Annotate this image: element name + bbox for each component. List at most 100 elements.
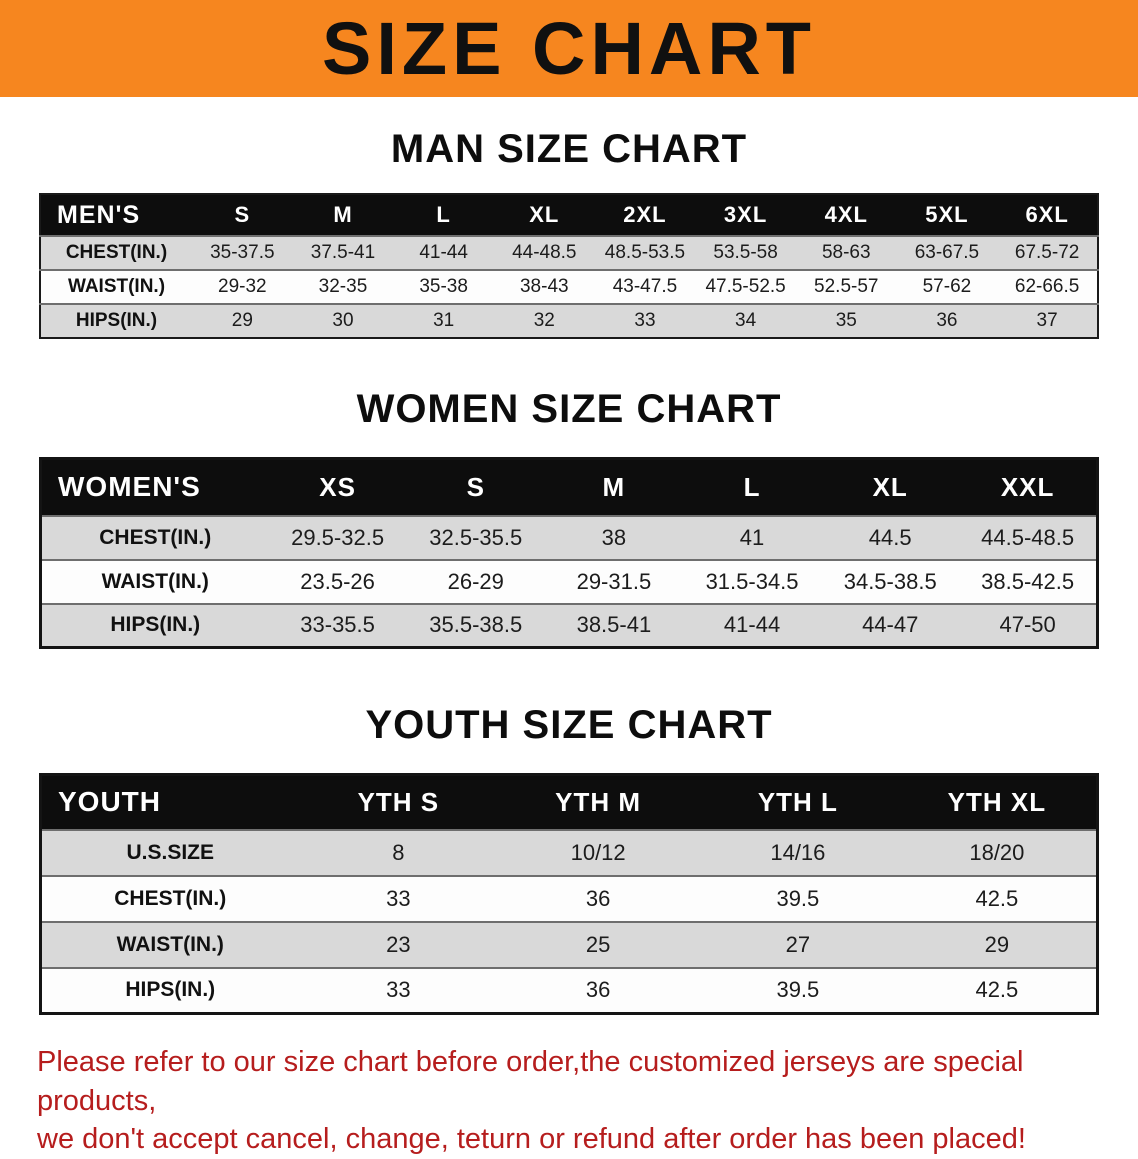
table-title-cell: YOUTH <box>40 774 299 830</box>
size-column-header: S <box>406 458 545 516</box>
value-cell: 44-48.5 <box>512 242 577 263</box>
measurement-row: U.S.SIZE 8 10/12 14/16 18/20 <box>40 829 1098 876</box>
value-cell: 14/16 <box>770 839 826 865</box>
size-column-header: 5XL <box>896 194 998 236</box>
value-cell: 57-62 <box>922 276 972 297</box>
measurement-row: CHEST(IN.) 35-37.5 37.5-41 41-44 44-48.5 48.5… <box>40 236 1098 270</box>
youth-section-heading: YOUTH SIZE CHART <box>365 703 773 747</box>
row-label-cell: WAIST(IN.) <box>67 276 166 297</box>
row-label-cell: WAIST(IN.) <box>101 569 209 593</box>
size-column-header: YTH S <box>298 774 499 830</box>
value-cell: 63-67.5 <box>914 242 980 263</box>
value-cell: 31 <box>433 310 455 331</box>
value-cell: 38.5-42.5 <box>981 568 1075 594</box>
size-chart-banner: SIZE CHART <box>0 0 1138 97</box>
value-cell: 31.5-34.5 <box>705 568 799 594</box>
value-cell: 43-47.5 <box>612 276 678 297</box>
size-table: MEN'S S M L XL 2XL 3XL 4XL 5XL 6XL CHEST(IN.) 35-37… <box>39 193 1099 339</box>
size-table: WOMEN'S XS S M L XL XXL CHEST(IN.) 29.5-32.5 32.5… <box>39 457 1099 649</box>
men-size-table-container: MEN'S S M L XL 2XL 3XL 4XL 5XL 6XL CHEST(IN.) 35-37… <box>39 193 1099 339</box>
value-cell: 37 <box>1036 310 1058 331</box>
value-cell: 47.5-52.5 <box>705 276 786 297</box>
value-cell: 58-63 <box>821 242 871 263</box>
row-label-cell: WAIST(IN.) <box>116 932 224 956</box>
value-cell: 35 <box>835 310 857 331</box>
value-cell: 33 <box>386 885 411 911</box>
value-cell: 36 <box>585 977 611 1003</box>
value-cell: 39.5 <box>776 977 820 1003</box>
value-cell: 44.5-48.5 <box>981 524 1075 550</box>
value-cell: 35.5-38.5 <box>429 612 523 638</box>
row-label-cell: HIPS(IN.) <box>110 613 201 637</box>
value-cell: 38.5-41 <box>576 612 652 638</box>
value-cell: 48.5-53.5 <box>604 242 686 263</box>
value-cell: 35-38 <box>419 276 468 297</box>
measurement-row: HIPS(IN.) 33-35.5 35.5-38.5 38.5-41 41-44 44-… <box>40 603 1098 648</box>
value-cell: 34 <box>735 310 757 331</box>
women-size-table-container: WOMEN'S XS S M L XL XXL CHEST(IN.) 29.5-32.5 32.5… <box>39 457 1099 649</box>
value-cell: 36 <box>585 885 611 911</box>
value-cell: 53.5-58 <box>713 242 778 263</box>
size-column-header: XXL <box>959 458 1098 516</box>
row-label-cell: U.S.SIZE <box>126 840 215 864</box>
value-cell: 26-29 <box>447 568 504 594</box>
youth-size-table-container: YOUTH YTH S YTH M YTH L YTH XL U.S.SIZE 8 10/12… <box>39 773 1099 1015</box>
value-cell: 33 <box>634 310 656 331</box>
measurement-row: WAIST(IN.) 29-32 32-35 35-38 38-43 43-47.5 47.… <box>40 270 1098 304</box>
measurement-row: HIPS(IN.) 29 30 31 32 33 34 35 36 37 <box>40 304 1098 338</box>
women-size-section: WOMEN SIZE CHART WOMEN'S XS S M L XL XXL CHEST(… <box>0 389 1138 649</box>
value-cell: 30 <box>332 310 354 331</box>
value-cell: 29-32 <box>218 276 267 297</box>
size-column-header: YTH M <box>498 774 698 830</box>
men-size-section: MAN SIZE CHART MEN'S S M L XL 2XL 3XL 4XL 5XL 6XL… <box>0 129 1138 339</box>
value-cell: 44-47 <box>862 612 919 638</box>
measurement-row: WAIST(IN.) 23 25 27 29 <box>40 921 1098 968</box>
value-cell: 37.5-41 <box>310 242 376 263</box>
banner-title: SIZE CHART <box>322 6 816 90</box>
value-cell: 41-44 <box>723 612 781 638</box>
size-column-header: 2XL <box>594 194 696 236</box>
disclaimer-line-2: we don't accept cancel, change, teturn o… <box>37 1123 1026 1156</box>
value-cell: 32.5-35.5 <box>429 524 523 550</box>
value-cell: 47-50 <box>999 612 1056 638</box>
table-header-row: YOUTH YTH S YTH M YTH L YTH XL <box>40 774 1098 830</box>
size-column-header: L <box>393 194 494 236</box>
value-cell: 62-66.5 <box>1014 276 1080 297</box>
size-column-header: XS <box>268 458 407 516</box>
row-label-cell: CHEST(IN.) <box>99 525 212 549</box>
size-column-header: XL <box>493 194 595 236</box>
value-cell: 10/12 <box>570 839 626 865</box>
value-cell: 29-31.5 <box>576 568 652 594</box>
youth-size-section: YOUTH SIZE CHART YOUTH YTH S YTH M YTH L YTH… <box>0 705 1138 1015</box>
row-label-cell: HIPS(IN.) <box>125 978 216 1002</box>
value-cell: 18/20 <box>969 839 1025 865</box>
value-cell: 34.5-38.5 <box>843 568 937 594</box>
size-column-header: 6XL <box>997 194 1098 236</box>
value-cell: 38-43 <box>519 276 569 297</box>
table-title-cell: WOMEN'S <box>40 458 269 516</box>
value-cell: 23 <box>386 931 411 957</box>
measurement-row: HIPS(IN.) 33 36 39.5 42.5 <box>40 967 1098 1014</box>
value-cell: 23.5-26 <box>300 568 375 594</box>
value-cell: 8 <box>392 839 405 865</box>
value-cell: 41-44 <box>419 242 468 263</box>
value-cell: 33-35.5 <box>300 612 375 638</box>
row-label-cell: CHEST(IN.) <box>114 886 227 910</box>
size-table: YOUTH YTH S YTH M YTH L YTH XL U.S.SIZE 8 10/12… <box>39 773 1099 1015</box>
value-cell: 29 <box>231 310 253 331</box>
table-title-cell: MEN'S <box>40 194 192 236</box>
measurement-row: CHEST(IN.) 33 36 39.5 42.5 <box>40 875 1098 922</box>
size-column-header: M <box>544 458 683 516</box>
value-cell: 29.5-32.5 <box>291 524 385 550</box>
value-cell: 41 <box>739 524 765 550</box>
value-cell: 32 <box>533 310 555 331</box>
value-cell: 52.5-57 <box>814 276 879 297</box>
disclaimer-line-1: Please refer to our size chart before or… <box>37 1046 1024 1117</box>
value-cell: 42.5 <box>975 885 1019 911</box>
value-cell: 29 <box>984 931 1010 957</box>
measurement-row: WAIST(IN.) 23.5-26 26-29 29-31.5 31.5-34.5 34… <box>40 559 1098 604</box>
size-column-header: S <box>192 194 293 236</box>
value-cell: 33 <box>386 977 411 1003</box>
value-cell: 44.5 <box>868 524 912 550</box>
value-cell: 42.5 <box>975 977 1019 1003</box>
